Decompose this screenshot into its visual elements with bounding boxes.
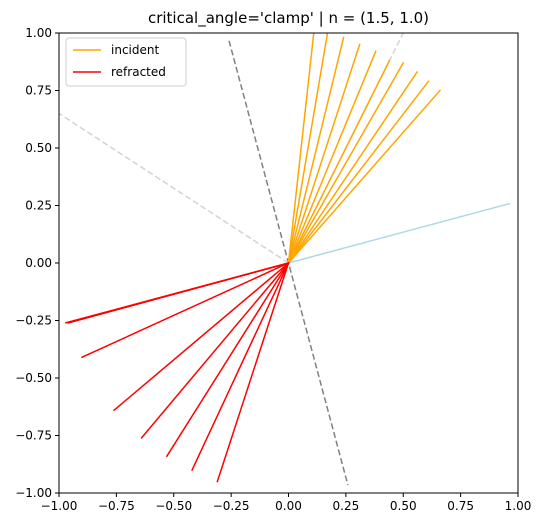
- y-tick-label: 0.25: [25, 199, 52, 213]
- refracted-ray-9: [67, 262, 290, 324]
- y-tick-label: 0.75: [25, 84, 52, 98]
- x-tick-label: −1.00: [41, 499, 78, 513]
- y-tick-label: −1.00: [15, 486, 52, 500]
- incident-ray-5: [287, 59, 391, 265]
- x-tick-label: −0.25: [213, 499, 250, 513]
- incident-ray-0: [287, 33, 315, 264]
- reflection-boundary-line-2: [59, 112, 289, 264]
- incident-ray-7: [287, 71, 419, 265]
- refracted-ray-1: [191, 262, 290, 471]
- x-tick-label: 1.00: [505, 499, 532, 513]
- refracted-ray-3: [140, 261, 290, 439]
- y-tick-label: 0.50: [25, 141, 52, 155]
- incident-ray-3: [287, 43, 361, 264]
- y-tick-label: −0.50: [15, 371, 52, 385]
- plot-lines: [59, 33, 511, 486]
- refracted-ray-5: [80, 262, 290, 359]
- y-tick-label: 0.00: [25, 256, 52, 270]
- y-tick-label: −0.75: [15, 429, 52, 443]
- incident-ray-1: [287, 33, 329, 264]
- incident-ray-8: [287, 80, 430, 265]
- incident-ray-9: [287, 89, 442, 265]
- x-tick-label: −0.75: [98, 499, 135, 513]
- chart-title: critical_angle='clamp' | n = (1.5, 1.0): [148, 9, 429, 28]
- surface-line-0: [288, 202, 511, 264]
- incident-ray-6: [287, 61, 405, 265]
- refracted-ray-0: [216, 262, 290, 483]
- x-tick-label: 0.00: [275, 499, 302, 513]
- x-tick-label: 0.75: [447, 499, 474, 513]
- incident-ray-2: [287, 36, 345, 264]
- x-tick-label: 0.25: [333, 499, 360, 513]
- legend: incident refracted: [65, 37, 187, 87]
- y-tick-label: 1.00: [25, 26, 52, 40]
- refracted-ray-2: [165, 261, 290, 458]
- legend-label-refracted: refracted: [111, 65, 166, 79]
- refracted-ray-4: [113, 261, 290, 412]
- legend-label-incident: incident: [111, 43, 159, 57]
- incident-ray-4: [287, 50, 377, 264]
- x-tick-label: −0.50: [155, 499, 192, 513]
- y-tick-label: −0.25: [15, 314, 52, 328]
- x-tick-label: 0.50: [390, 499, 417, 513]
